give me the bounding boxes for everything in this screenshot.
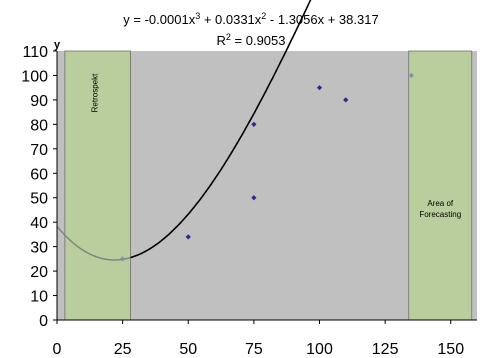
y-axis-label: y (54, 39, 61, 51)
x-tick-label: 25 (114, 341, 132, 358)
y-tick-label: 30 (30, 240, 48, 257)
y-axis-ticks: 0 10 20 30 40 50 60 70 80 90 100 110 (21, 44, 57, 330)
data-point (120, 256, 126, 262)
y-tick-label: 70 (30, 142, 48, 159)
y-tick-label: 100 (21, 68, 48, 85)
x-tick-label: 150 (437, 341, 464, 358)
region-label: Retrospekt (91, 73, 100, 112)
x-tick-label: 50 (179, 341, 197, 358)
y-tick-label: 90 (30, 93, 48, 110)
y-tick-label: 10 (30, 289, 48, 306)
y-tick-label: 110 (22, 44, 48, 61)
shaded-regions: Retrospekt Area of Forecasting (64, 50, 473, 321)
chart-equation: y = -0.0001x3 + 0.0331x2 - 1.3056x + 38.… (123, 11, 378, 27)
shaded-region (64, 50, 131, 321)
data-point (185, 234, 191, 240)
axes (56, 51, 477, 321)
chart-r-squared: R2 = 0.9053 (217, 32, 286, 48)
y-tick-label: 40 (30, 215, 48, 232)
x-tick-label: 75 (245, 341, 263, 358)
trendline-segment (130, 0, 312, 259)
data-point (343, 97, 349, 103)
data-point (316, 85, 323, 91)
x-tick-label: 125 (372, 341, 399, 358)
x-tick-label: 100 (306, 341, 333, 358)
data-point (251, 121, 257, 127)
data-point (408, 72, 414, 79)
shaded-region (408, 50, 473, 321)
y-tick-label: 50 (30, 191, 48, 208)
data-points (120, 72, 414, 262)
y-tick-label: 0 (39, 313, 48, 330)
x-tick-label: 0 (53, 341, 62, 358)
trendline (56, 0, 312, 261)
data-point (251, 195, 257, 201)
region-label: Area of Forecasting (419, 199, 461, 219)
trendline-segment (56, 225, 131, 261)
x-axis-ticks: 0 25 50 75 100 125 150 (53, 320, 464, 358)
y-tick-label: 60 (30, 166, 48, 183)
y-tick-label: 20 (30, 264, 48, 281)
y-tick-label: 80 (30, 117, 48, 134)
